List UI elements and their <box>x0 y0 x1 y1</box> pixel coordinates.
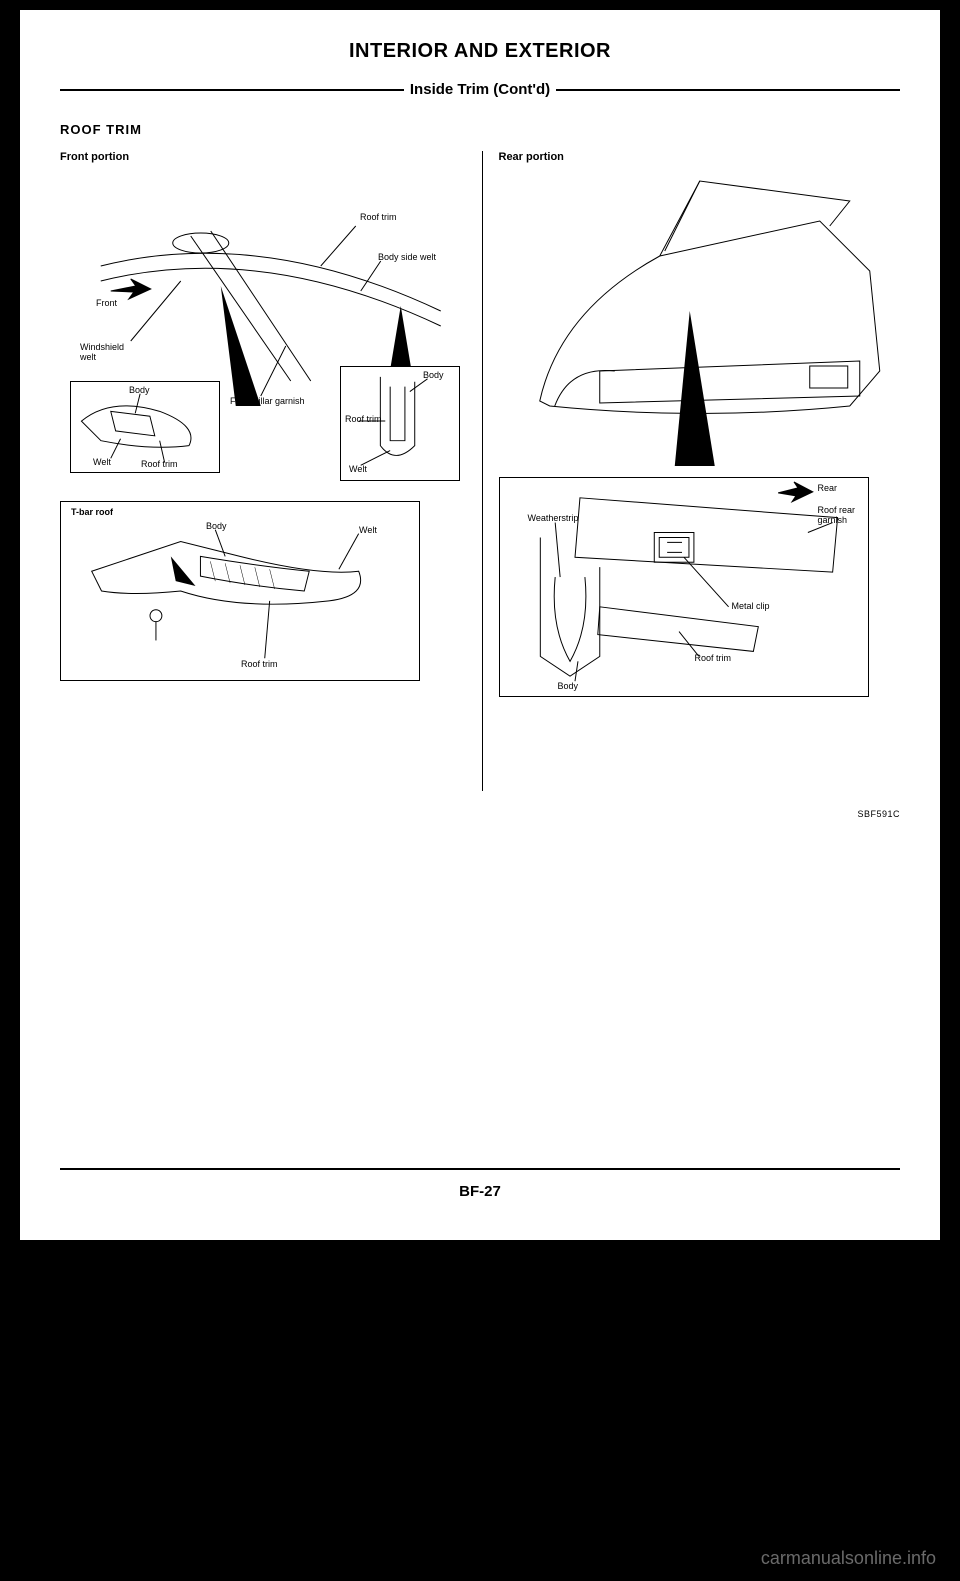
rear-callout-metal-clip: Metal clip <box>732 602 770 612</box>
front-detail-box-1: Body Welt Roof trim <box>70 381 220 473</box>
rear-callout-body: Body <box>558 682 579 692</box>
detail2-roof-trim: Roof trim <box>345 415 382 425</box>
content-columns: Front portion <box>60 151 900 791</box>
callout-body-side-welt: Body side welt <box>378 253 436 263</box>
subtitle: Inside Trim (Cont'd) <box>404 81 556 98</box>
rule-right <box>556 89 900 91</box>
rear-detail-box: Rear Roof rear garnish Weatherstrip Meta… <box>499 477 869 697</box>
tbar-welt: Welt <box>359 526 377 536</box>
rear-callout-rear: Rear <box>818 484 838 494</box>
detail2-welt: Welt <box>349 465 367 475</box>
detail1-roof-trim: Roof trim <box>141 460 178 470</box>
rear-callout-weatherstrip: Weatherstrip <box>528 514 579 524</box>
rear-callout-roof-trim: Roof trim <box>695 654 732 664</box>
detail1-body: Body <box>129 386 150 396</box>
rear-detail-svg <box>500 478 868 696</box>
page-title: INTERIOR AND EXTERIOR <box>60 40 900 63</box>
section-heading: ROOF TRIM <box>60 122 900 137</box>
front-portion-label: Front portion <box>60 151 462 163</box>
rear-diagram-svg <box>499 171 901 471</box>
tbar-body: Body <box>206 522 227 532</box>
manual-page: INTERIOR AND EXTERIOR Inside Trim (Cont'… <box>20 10 940 1240</box>
detail1-welt: Welt <box>93 458 111 468</box>
rear-portion-column: Rear portion <box>482 151 901 791</box>
rear-callout-garnish: Roof rear garnish <box>818 506 856 526</box>
front-detail-box-2: Body Roof trim Welt <box>340 366 460 481</box>
callout-roof-trim: Roof trim <box>360 213 397 223</box>
page-number: BF-27 <box>20 1183 940 1200</box>
rule-left <box>60 89 404 91</box>
callout-front: Front <box>96 299 117 309</box>
subtitle-row: Inside Trim (Cont'd) <box>60 81 900 98</box>
detail2-body: Body <box>423 371 444 381</box>
page-rule <box>60 1168 900 1170</box>
callout-windshield-welt: Windshield welt <box>80 343 124 363</box>
tbar-roof-trim: Roof trim <box>241 660 278 670</box>
tbar-title: T-bar roof <box>71 508 113 518</box>
callout-front-pillar-garnish: Front pillar garnish <box>230 397 305 407</box>
watermark: carmanualsonline.info <box>761 1548 936 1569</box>
front-portion-column: Front portion <box>60 151 462 791</box>
rear-diagram <box>499 171 901 471</box>
tbar-roof-box: T-bar roof Body Welt Roof trim <box>60 501 420 681</box>
front-diagram: Roof trim Body side welt Front Windshiel… <box>60 171 462 481</box>
figure-id: SBF591C <box>857 809 900 819</box>
rear-portion-label: Rear portion <box>499 151 901 163</box>
